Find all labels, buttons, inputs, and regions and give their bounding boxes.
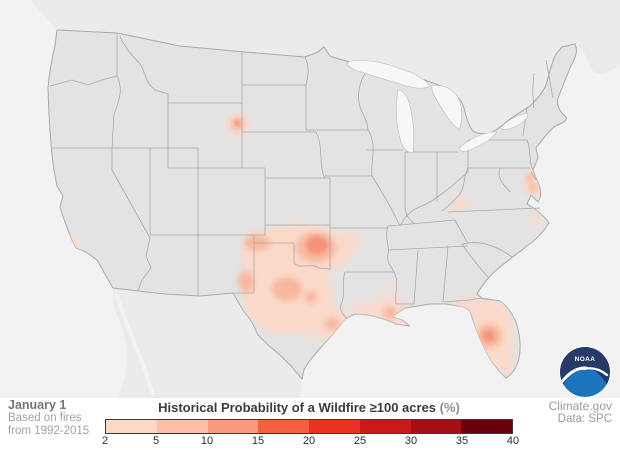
hotspot-houston-coast-mid: [325, 318, 339, 330]
hotspot-west-texas-mid: [238, 271, 254, 293]
colorbar-tick: 10: [200, 435, 214, 447]
hotspot-west-louisiana: [353, 302, 371, 316]
date-block: January 1 Based on fires from 1992-2015: [8, 399, 89, 438]
state-borders: [49, 33, 554, 320]
canada-landmass: [30, 0, 620, 134]
gulf-of-california: [114, 293, 155, 397]
lake-erie: [458, 131, 498, 152]
noaa-logo-gull-right-wing: [582, 367, 609, 377]
colorbar-segment: [106, 420, 157, 433]
legend-title-unit: (%): [439, 400, 460, 415]
colorbar-tick: 25: [353, 435, 367, 447]
colorbar-segment: [461, 420, 512, 433]
mexico-landmass: [113, 288, 302, 398]
hotspot-central-florida-core: [483, 330, 495, 342]
colorbar-tick: 40: [506, 435, 520, 447]
great-lakes: [347, 60, 528, 153]
colorbar-segment: [156, 420, 208, 433]
credit-data: Data: SPC: [557, 413, 612, 425]
colorbar: [105, 419, 513, 434]
conus-landmass: [47, 29, 577, 381]
noaa-logo-shield: [560, 347, 610, 385]
date-label: January 1: [8, 398, 67, 412]
note-line-1: Based on fires: [8, 412, 82, 424]
hotspot-eastern-oklahoma: [335, 232, 361, 250]
colorbar-segment: [258, 420, 309, 433]
note-line-2: from 1992-2015: [8, 425, 90, 437]
colorbar-segment: [207, 420, 259, 433]
noaa-logo: NOAA: [559, 346, 611, 398]
lake-ontario: [499, 112, 528, 130]
hotspot-south-texas-mid: [305, 291, 317, 303]
credit-source: Climate.gov: [548, 399, 612, 413]
lake-michigan: [396, 89, 415, 153]
hotspot-delmarva-mid: [526, 174, 534, 182]
hotspot-carolina-coast: [532, 213, 542, 225]
legend-title: Historical Probability of a Wildfire ≥10…: [105, 400, 513, 415]
hotspot-mississippi-spot: [384, 283, 392, 291]
colorbar-tick: 15: [251, 435, 265, 447]
hotspot-kentucky-spot: [453, 196, 469, 210]
colorbar-legend: Historical Probability of a Wildfire ≥10…: [101, 398, 519, 448]
lake-superior: [347, 60, 431, 89]
colorbar-segment: [309, 420, 360, 433]
credit-block: Climate.gov Data: SPC: [549, 400, 612, 426]
colorbar-tick: 2: [101, 435, 109, 447]
lake-huron: [431, 85, 463, 131]
legend-strip: January 1 Based on fires from 1992-2015 …: [0, 398, 620, 450]
legend-title-text: Historical Probability of a Wildfire ≥10…: [158, 400, 437, 415]
colorbar-ticks: 2 5 10 15 20 25 30 35 40: [101, 435, 519, 448]
colorbar-tick: 20: [302, 435, 316, 447]
noaa-logo-text: NOAA: [575, 356, 596, 363]
hotspot-central-texas-mid: [272, 277, 302, 301]
hotspot-south-florida: [496, 353, 514, 375]
colorbar-segment: [410, 420, 462, 433]
colorbar-segment: [359, 420, 411, 433]
colorbar-tick: 5: [152, 435, 160, 447]
hotspot-black-hills-core: [234, 120, 240, 126]
colorbar-tick: 30: [404, 435, 418, 447]
colorbar-tick: 35: [455, 435, 469, 447]
hotspot-central-oklahoma-core: [306, 236, 328, 254]
us-probability-map: NOAA: [0, 0, 620, 398]
hotspot-delmarva-mid-2: [529, 183, 537, 193]
